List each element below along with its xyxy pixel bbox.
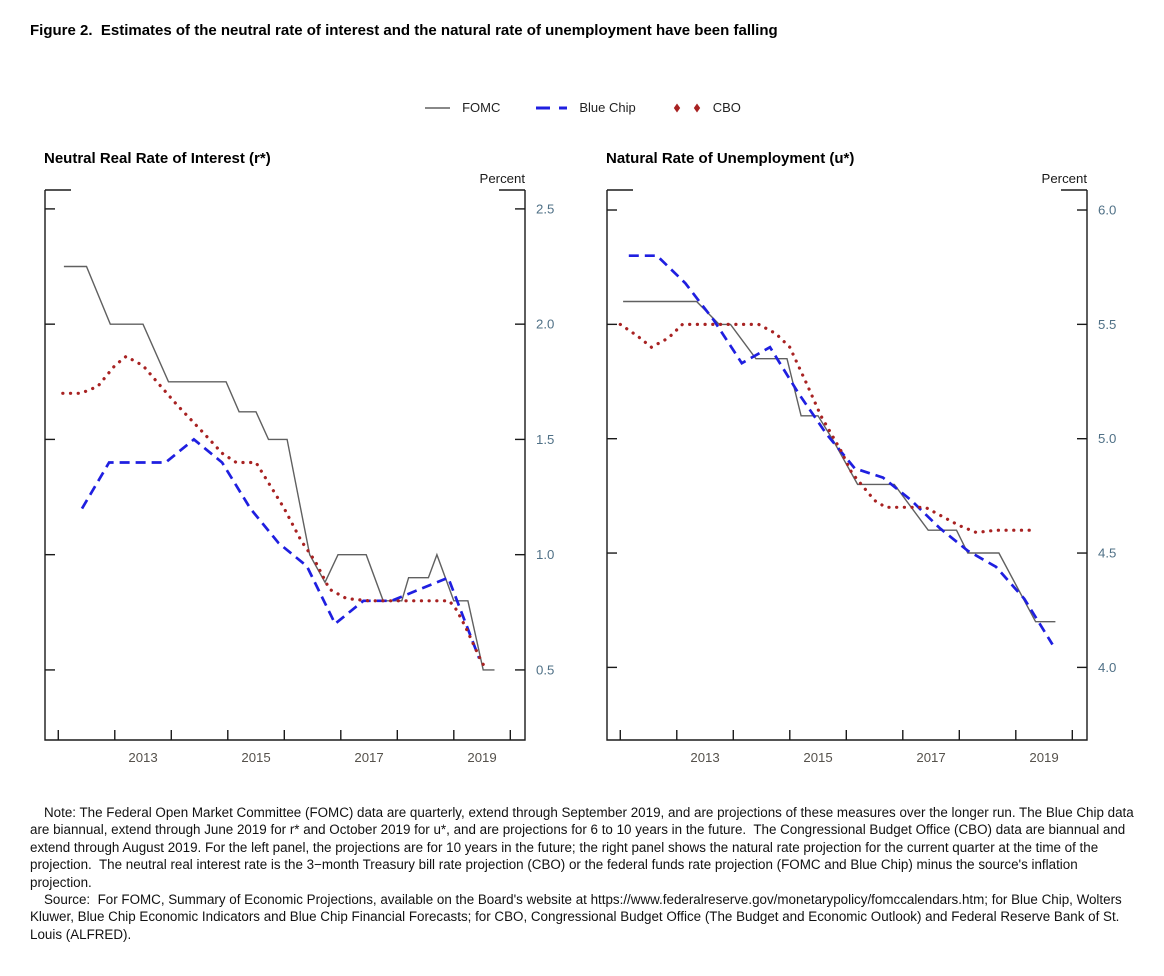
legend-item-fomc: FOMC xyxy=(423,100,500,115)
x-tick-label: 2013 xyxy=(690,750,719,765)
y-tick-label: 2.0 xyxy=(536,317,554,332)
source-text: Source: For FOMC, Summary of Economic Pr… xyxy=(30,892,1122,942)
neutral-real-rate-chart: Percent 2013 2015 2017 2019 2.5 2.0 1.5 1.0 0.5 xyxy=(44,171,554,765)
x-tick-label: 2019 xyxy=(467,750,496,765)
left-chart-title: Neutral Real Rate of Interest (r*) xyxy=(44,150,271,167)
legend-item-blue-chip: Blue Chip xyxy=(534,100,636,115)
y-tick-label: 5.5 xyxy=(1098,317,1116,332)
chart-legend: FOMC Blue Chip CBO xyxy=(0,100,1164,115)
legend-label-cbo: CBO xyxy=(712,100,741,115)
y-tick-label: 1.5 xyxy=(536,432,554,447)
y-tick-label: 4.5 xyxy=(1098,546,1116,561)
y-tick-label: 0.5 xyxy=(536,662,554,677)
natural-rate-unemployment-chart: Percent 2013 2015 2017 2019 6.0 5.5 5.0 4.5 4.0 xyxy=(606,171,1116,765)
x-tick-label: 2017 xyxy=(354,750,383,765)
right-chart-title: Natural Rate of Unemployment (u*) xyxy=(606,150,855,167)
note-text: Note: The Federal Open Market Committee … xyxy=(30,805,1134,890)
x-tick-label: 2015 xyxy=(803,750,832,765)
x-tick-label: 2019 xyxy=(1029,750,1058,765)
blue-chip-dash-sample-icon xyxy=(536,106,568,109)
y-axis-unit-label: Percent xyxy=(480,171,526,186)
series-cbo xyxy=(61,354,490,672)
x-tick-label: 2015 xyxy=(241,750,270,765)
chart-frame xyxy=(606,190,1088,741)
legend-label-fomc: FOMC xyxy=(462,100,501,115)
legend-label-blue-chip: Blue Chip xyxy=(579,100,636,115)
cbo-diamond-sample-icon xyxy=(673,103,700,112)
series-fomc xyxy=(623,300,1056,623)
legend-item-cbo: CBO xyxy=(670,100,741,115)
figure-notes: Note: The Federal Open Market Committee … xyxy=(30,804,1142,943)
series-blue-chip xyxy=(80,437,481,659)
y-axis-unit-label: Percent xyxy=(1042,171,1088,186)
y-tick-label: 1.0 xyxy=(536,547,554,562)
y-tick-label: 4.0 xyxy=(1098,660,1116,675)
series-cbo xyxy=(618,322,1038,535)
y-tick-label: 2.5 xyxy=(536,201,554,216)
x-tick-label: 2013 xyxy=(128,750,157,765)
y-tick-label: 6.0 xyxy=(1098,203,1116,218)
figure-title: Figure 2. Estimates of the neutral rate … xyxy=(30,22,778,39)
series-fomc xyxy=(63,265,495,671)
fomc-line-sample-icon xyxy=(425,106,451,109)
y-tick-label: 5.0 xyxy=(1098,431,1116,446)
chart-frame xyxy=(44,190,526,741)
x-tick-label: 2017 xyxy=(916,750,945,765)
